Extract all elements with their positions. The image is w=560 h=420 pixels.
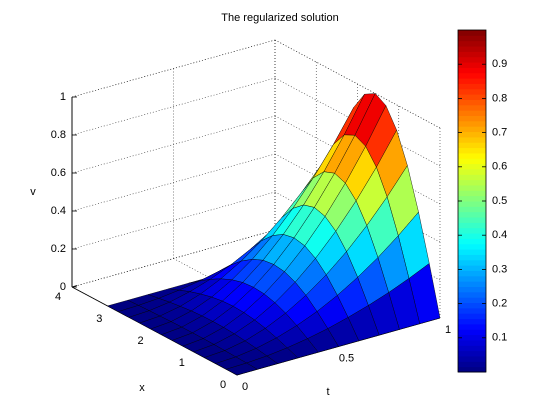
colorbar-band <box>458 361 486 368</box>
colorbar-band <box>458 254 486 261</box>
colorbar-band <box>458 30 486 36</box>
colorbar-band <box>458 72 486 79</box>
colorbar-band <box>458 179 486 186</box>
colorbar-band <box>458 152 486 159</box>
colorbar-band <box>458 163 486 170</box>
x-tick-label: 4 <box>55 291 61 303</box>
y-tick-label: 1 <box>445 324 451 336</box>
z-tick-label: 0.6 <box>51 167 66 179</box>
colorbar-band <box>458 136 486 143</box>
colorbar-band <box>458 195 486 202</box>
z-tick-label: 0.8 <box>51 129 66 141</box>
colorbar-band <box>458 88 486 95</box>
colorbar-band <box>458 78 486 84</box>
colorbar-band <box>458 243 486 250</box>
colorbar-band <box>458 275 486 282</box>
colorbar-band <box>458 83 486 90</box>
x-tick <box>71 285 78 288</box>
colorbar-band <box>458 313 486 320</box>
t-axis-label: t <box>326 386 329 398</box>
colorbar-band <box>458 67 486 74</box>
colorbar-band <box>458 131 486 138</box>
surface-patch <box>226 362 258 376</box>
colorbar-band <box>458 297 486 304</box>
z-tick-label: 0 <box>60 281 66 293</box>
colorbar-band <box>458 291 486 298</box>
colorbar-band <box>458 35 486 42</box>
colorbar-band <box>458 168 486 175</box>
colorbar-band <box>458 94 486 100</box>
colorbar-band <box>458 120 486 127</box>
colorbar-band <box>458 174 486 181</box>
colorbar-band <box>458 249 486 255</box>
colorbar-tick-label: 0.9 <box>492 58 507 70</box>
colorbar-band <box>458 339 486 346</box>
colorbar-band <box>458 323 486 330</box>
colorbar-band <box>458 158 486 165</box>
colorbar-band <box>458 355 486 362</box>
colorbar-band <box>458 40 486 47</box>
colorbar-band <box>458 62 486 68</box>
colorbar-band <box>458 104 486 111</box>
colorbar-band <box>458 345 486 352</box>
y-tick-label: 0 <box>242 381 248 393</box>
colorbar-band <box>458 366 486 373</box>
colorbar-band <box>458 190 486 197</box>
colorbar-band <box>458 259 486 266</box>
colorbar-band <box>458 147 486 154</box>
z-tick-label: 0.4 <box>51 205 66 217</box>
colorbar-band <box>458 110 486 116</box>
colorbar-band <box>458 286 486 293</box>
colorbar-band <box>458 307 486 314</box>
colorbar-band <box>458 329 486 336</box>
colorbar-tick-label: 0.5 <box>492 195 507 207</box>
colorbar-band <box>458 350 486 357</box>
colorbar-band <box>458 184 486 191</box>
y-tick-label: 0.5 <box>339 352 354 364</box>
x-axis-label: x <box>139 382 145 394</box>
colorbar-band <box>458 115 486 122</box>
z-tick-label: 1 <box>60 91 66 103</box>
colorbar-band <box>458 99 486 106</box>
colorbar-band <box>458 334 486 341</box>
colorbar-band <box>458 281 486 287</box>
x-tick-label: 1 <box>179 357 185 369</box>
colorbar-tick-label: 0.2 <box>492 298 507 310</box>
colorbar-band <box>458 265 486 271</box>
colorbar-tick-label: 0.7 <box>492 127 507 139</box>
colorbar-band <box>458 227 486 234</box>
v-axis-label: v <box>30 186 36 198</box>
colorbar: 0.1 0.2 0.3 0.4 0.5 0.6 0.7 0.8 0.9 <box>457 29 507 373</box>
grid-line <box>71 77 276 136</box>
colorbar-band <box>458 56 486 63</box>
z-tick-label: 0.2 <box>51 243 66 255</box>
colorbar-band <box>458 233 486 239</box>
x-tick-label: 3 <box>96 313 102 325</box>
colorbar-tick-label: 0.4 <box>492 229 507 241</box>
colorbar-band <box>458 51 486 58</box>
colorbar-band <box>458 318 486 325</box>
chart-title: The regularized solution <box>221 12 338 24</box>
colorbar-band <box>458 222 486 229</box>
colorbar-band <box>458 217 486 223</box>
x-tick-label: 2 <box>137 335 143 347</box>
colorbar-tick-label: 0.6 <box>492 161 507 173</box>
colorbar-band <box>458 302 486 309</box>
colorbar-band <box>458 211 486 218</box>
colorbar-tick-label: 0.8 <box>492 92 507 104</box>
colorbar-tick-label: 0.1 <box>492 332 507 344</box>
colorbar-band <box>458 46 486 52</box>
colorbar-band <box>458 270 486 277</box>
colorbar-tick-label: 0.3 <box>492 263 507 275</box>
x-tick-label: 0 <box>220 379 226 391</box>
colorbar-band <box>458 206 486 213</box>
colorbar-band <box>458 201 486 207</box>
colorbar-band <box>458 142 486 149</box>
colorbar-band <box>458 238 486 245</box>
grid-line <box>71 191 276 250</box>
colorbar-band <box>458 126 486 133</box>
